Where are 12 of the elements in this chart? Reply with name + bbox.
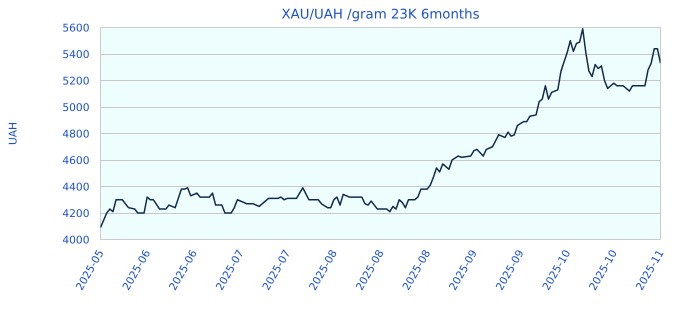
y-tick-label: 5000 xyxy=(62,101,90,114)
line-series xyxy=(100,28,660,228)
y-axis-title: UAH xyxy=(6,122,20,146)
y-tick-label: 5600 xyxy=(62,22,90,34)
y-tick-label: 4600 xyxy=(62,154,90,167)
y-tick-label: 4400 xyxy=(62,180,90,194)
y-tick-label: 4800 xyxy=(62,128,90,140)
chart-title: XAU/UAH /gram 23K 6months xyxy=(281,8,480,22)
y-tick-label: 4000 xyxy=(62,234,90,246)
y-tick-label: 5200 xyxy=(62,74,90,88)
y-tick-label: 4200 xyxy=(62,207,90,220)
y-tick-label: 5400 xyxy=(62,48,90,61)
